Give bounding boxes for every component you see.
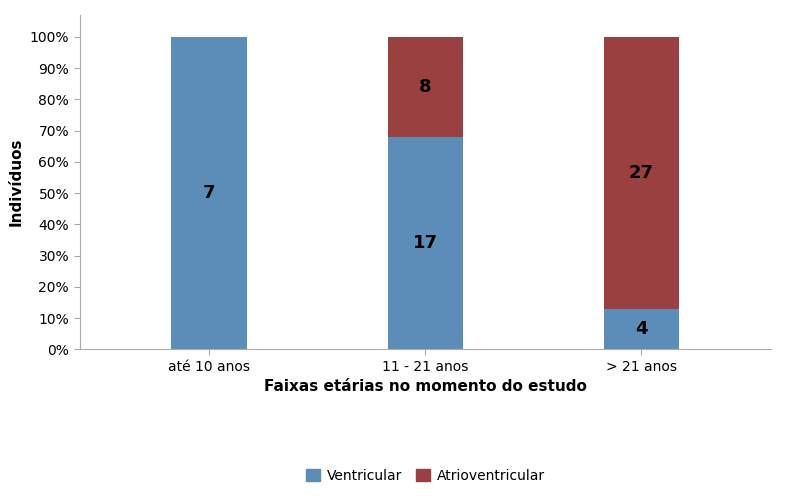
Text: 27: 27 xyxy=(629,164,654,182)
Text: 17: 17 xyxy=(413,234,438,252)
X-axis label: Faixas etárias no momento do estudo: Faixas etárias no momento do estudo xyxy=(264,379,587,394)
Text: 8: 8 xyxy=(419,78,432,96)
Bar xyxy=(172,37,247,349)
Bar xyxy=(387,37,463,137)
Text: 4: 4 xyxy=(635,320,648,338)
Legend: Ventricular, Atrioventricular: Ventricular, Atrioventricular xyxy=(301,463,550,489)
Bar xyxy=(603,309,679,349)
Text: 7: 7 xyxy=(203,184,215,202)
Bar xyxy=(387,137,463,349)
Bar xyxy=(603,37,679,309)
Y-axis label: Indivíduos: Indivíduos xyxy=(9,138,24,227)
